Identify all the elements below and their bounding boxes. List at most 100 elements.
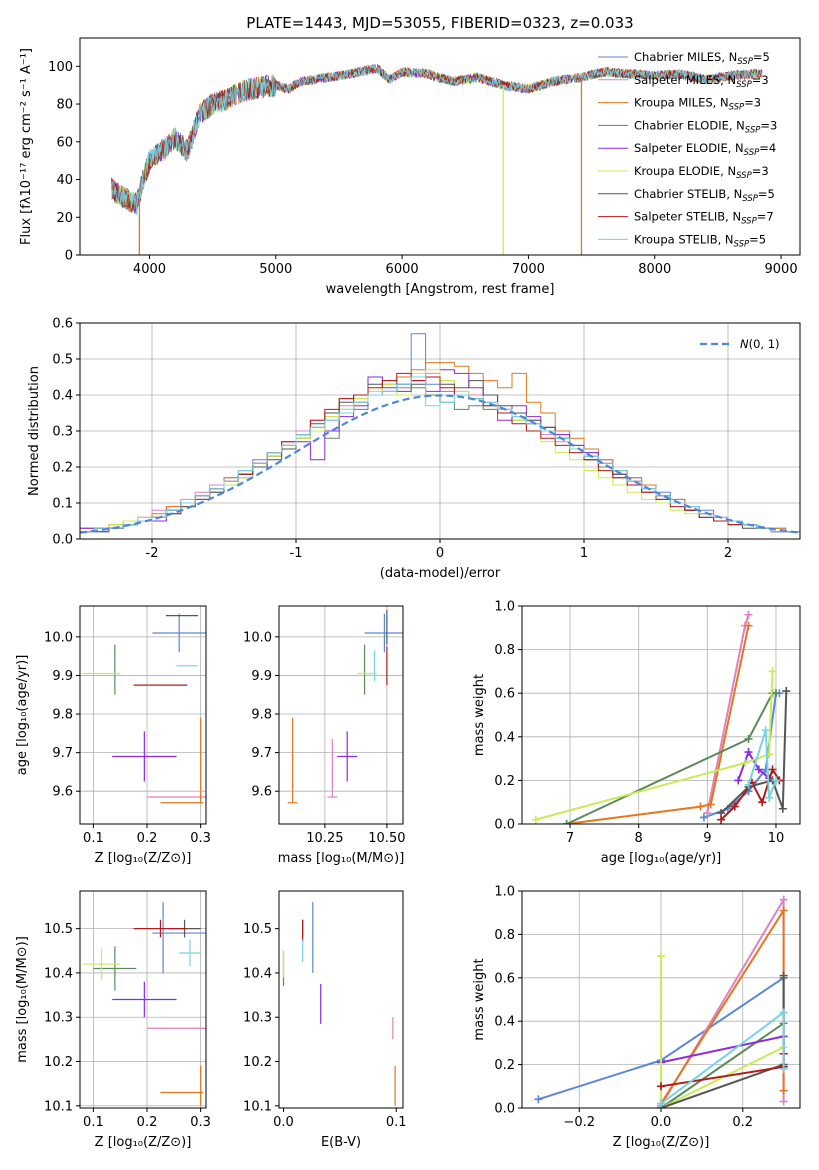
y-tick-label: 10.4 xyxy=(243,966,272,981)
legend-sub: SSP xyxy=(745,125,761,135)
y-axis-label: age [log₁₀(age/yr)] xyxy=(15,655,30,776)
y-tick-label: 10.2 xyxy=(44,1055,73,1070)
plot-area xyxy=(82,902,206,1106)
plot-area xyxy=(534,895,788,1108)
y-tick-label: 9.9 xyxy=(251,669,272,684)
x-tick-label: -2 xyxy=(146,546,159,561)
y-tick-label: 0.4 xyxy=(494,1015,515,1030)
legend-text: Salpeter STELIB, N xyxy=(634,210,741,224)
y-tick-label: 9.6 xyxy=(52,785,73,800)
weight-line xyxy=(660,977,785,1108)
x-axis-label: (data-model)/error xyxy=(380,566,501,581)
weight-marker xyxy=(744,748,753,757)
x-tick-label: 0.1 xyxy=(386,1115,407,1130)
panel-7: 0.0 0.1 10.1 10.2 10.3 10.4 10.5 E(B-V) xyxy=(243,890,407,1150)
legend-text: Kroupa MILES, N xyxy=(634,96,729,110)
chart-title: PLATE=1443, MJD=53055, FIBERID=0323, z=0… xyxy=(246,14,633,32)
weight-line xyxy=(660,975,785,1108)
weight-marker xyxy=(779,971,788,980)
x-tick-label: 8 xyxy=(635,831,643,846)
axes-frame xyxy=(79,890,207,1109)
x-tick-label: 0.1 xyxy=(83,1115,104,1130)
x-tick-label: 8000 xyxy=(638,262,671,277)
y-tick-label: 0 xyxy=(65,249,73,264)
y-tick-label: 9.7 xyxy=(251,746,272,761)
y-tick-label: 0.0 xyxy=(494,1102,515,1117)
weight-line xyxy=(660,956,785,1108)
x-tick-label: 7000 xyxy=(512,262,545,277)
y-tick-label: 20 xyxy=(56,211,73,226)
panel-5: 7 8 9 10 0.0 0.2 0.4 0.6 0.8 1.0 age [log₁₀(age/yr… xyxy=(472,600,801,866)
legend-text: N xyxy=(740,337,749,351)
x-tick-label: 0.0 xyxy=(273,1115,294,1130)
weight-marker xyxy=(779,1064,788,1073)
x-axis-label: age [log₁₀(age/yr)] xyxy=(601,851,722,866)
x-tick-label: 0.3 xyxy=(190,1115,211,1130)
legend-text: Chabrier STELIB, N xyxy=(634,187,742,201)
axes-frame xyxy=(79,37,801,256)
y-tick-label: 10.2 xyxy=(243,1055,272,1070)
axes-frame xyxy=(79,605,207,825)
y-tick-label: 40 xyxy=(56,173,73,188)
panel-6: 0.1 0.2 0.3 10.1 10.2 10.3 10.4 10.5 Z [log₁₀(Z/… xyxy=(15,890,211,1150)
x-axis-label: E(B-V) xyxy=(321,1135,361,1150)
y-tick-label: 0.2 xyxy=(494,774,515,789)
legend-label: Kroupa ELODIE, NSSP=3 xyxy=(634,164,769,181)
x-tick-label: 9 xyxy=(703,831,711,846)
y-tick-label: 0.1 xyxy=(52,497,73,512)
legend-label: Chabrier ELODIE, NSSP=3 xyxy=(634,118,777,135)
y-tick-label: 9.6 xyxy=(251,785,272,800)
y-tick-label: 0.8 xyxy=(494,643,515,658)
weight-marker xyxy=(765,793,774,802)
y-tick-label: 0.6 xyxy=(52,317,73,332)
y-tick-label: 0.6 xyxy=(494,687,515,702)
y-tick-label: 10.5 xyxy=(243,922,272,937)
y-axis-label: mass weight xyxy=(472,674,487,756)
weight-marker xyxy=(657,1099,665,1108)
plot-area xyxy=(82,613,206,804)
y-tick-label: 0.0 xyxy=(494,818,515,833)
x-tick-label: 0.2 xyxy=(137,1115,158,1130)
x-tick-label: −0.2 xyxy=(563,1115,595,1130)
x-tick-label: 10.50 xyxy=(368,831,405,846)
spectrum-line xyxy=(111,64,763,216)
y-tick-label: 0.2 xyxy=(494,1058,515,1073)
legend-text-end: =5 xyxy=(753,50,770,64)
weight-marker xyxy=(744,734,753,743)
weight-marker xyxy=(779,1008,788,1017)
x-tick-label: 0.3 xyxy=(190,831,211,846)
x-tick-label: 1 xyxy=(580,546,588,561)
y-tick-label: 1.0 xyxy=(494,885,515,900)
y-tick-label: 0.8 xyxy=(494,928,515,943)
legend-sub: SSP xyxy=(737,57,753,67)
plot-area xyxy=(111,63,763,255)
x-tick-label: 0.0 xyxy=(651,1115,672,1130)
x-tick-label: 6000 xyxy=(386,262,419,277)
weight-marker xyxy=(754,765,763,774)
x-axis-label: Z [log₁₀(Z/Z⊙)] xyxy=(613,1135,710,1150)
y-tick-label: 60 xyxy=(56,135,73,150)
y-axis-label: Normed distribution xyxy=(27,366,42,496)
x-tick-label: 5000 xyxy=(259,262,292,277)
weight-marker xyxy=(761,726,770,735)
panel-3: 0.1 0.2 0.3 9.6 9.7 9.8 9.9 10.0 Z [log₁₀(Z/Z⊙)]… xyxy=(15,605,211,866)
weight-line xyxy=(747,729,777,799)
y-tick-label: 0.3 xyxy=(52,425,73,440)
x-tick-label: -1 xyxy=(290,546,303,561)
x-tick-label: 10.25 xyxy=(306,831,343,846)
weight-marker xyxy=(734,776,743,785)
x-tick-label: 0.1 xyxy=(83,831,104,846)
weight-marker xyxy=(782,687,791,696)
weight-marker xyxy=(779,895,788,904)
weight-marker xyxy=(779,1097,788,1106)
y-tick-label: 10.3 xyxy=(44,1011,73,1026)
legend-text-end: (0, 1) xyxy=(749,337,780,351)
weight-marker xyxy=(657,1082,665,1091)
legend-text: Chabrier ELODIE, N xyxy=(634,118,745,132)
legend-label: Salpeter ELODIE, NSSP=4 xyxy=(634,141,776,158)
plot-area xyxy=(287,609,403,804)
legend-text-end: =3 xyxy=(752,164,769,178)
x-axis-label: Z [log₁₀(Z/Z⊙)] xyxy=(95,1135,192,1150)
x-tick-label: 0.2 xyxy=(137,831,158,846)
